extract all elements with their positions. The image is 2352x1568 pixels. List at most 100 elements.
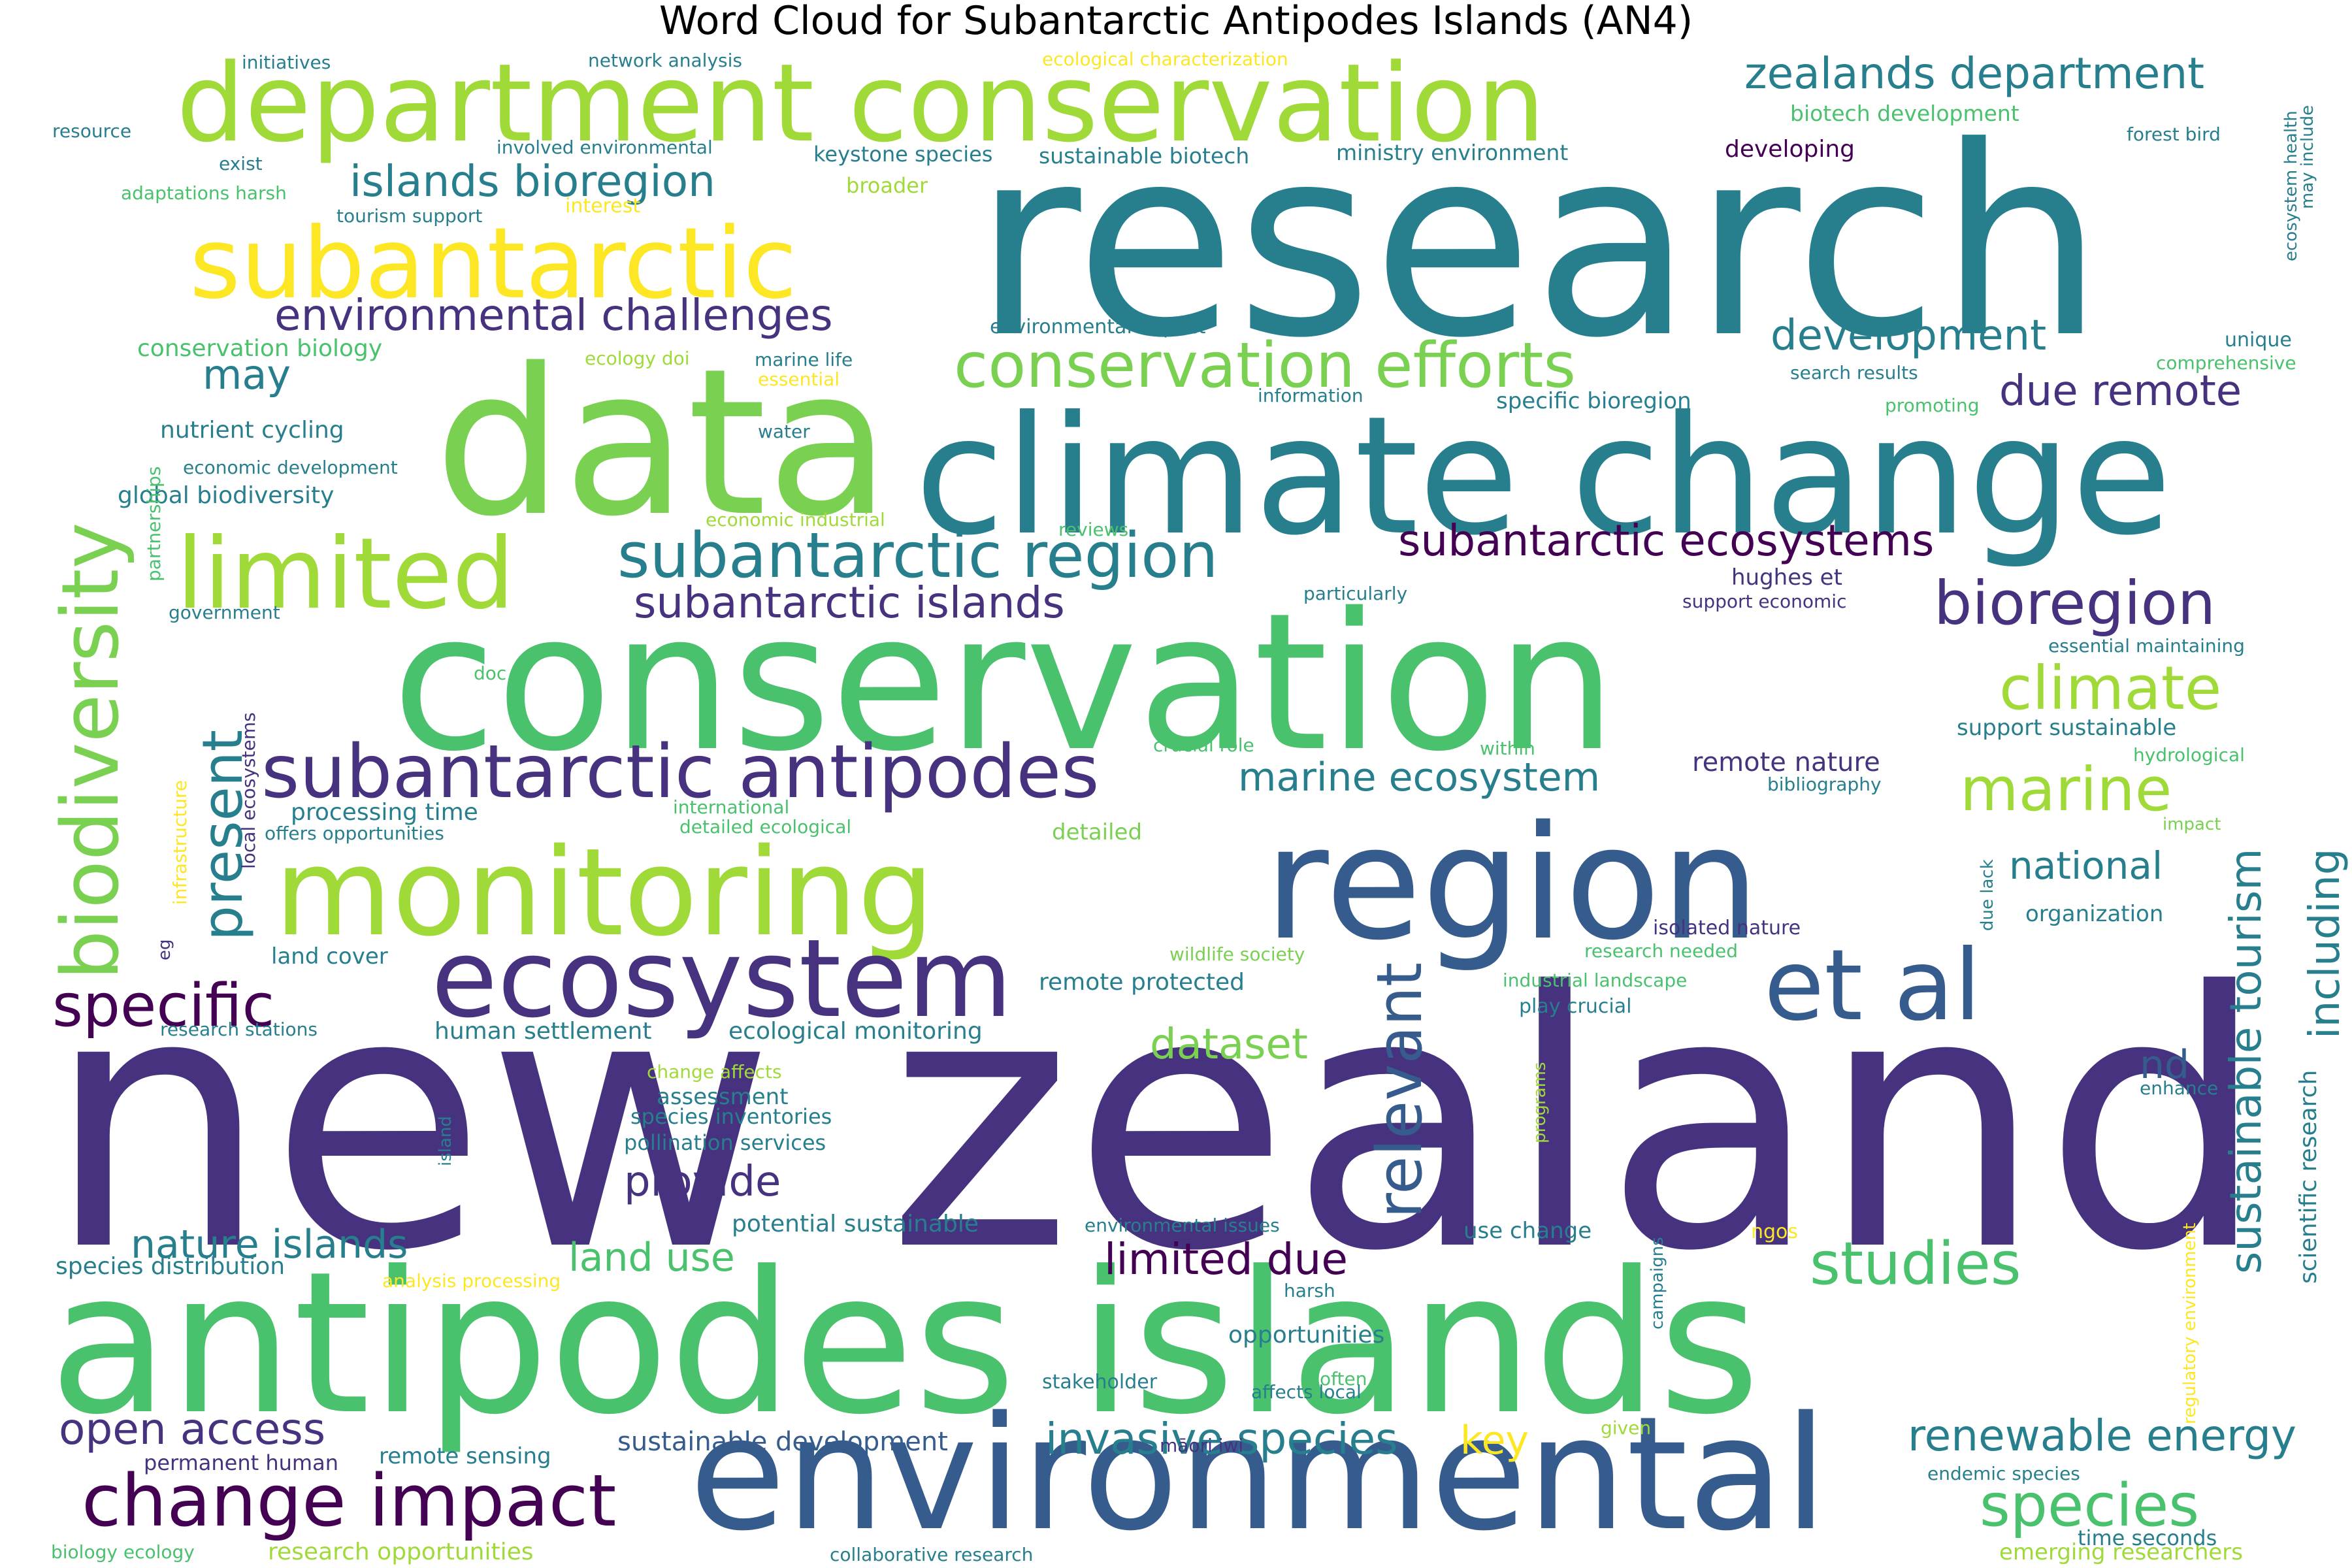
- word-environmental-impact: environmental impact: [990, 316, 1206, 338]
- word-land-cover: land cover: [271, 943, 388, 970]
- word-specific: specific: [52, 972, 274, 1040]
- word-processing-time: processing time: [291, 799, 478, 826]
- word-subantarctic: subantarctic: [189, 207, 797, 321]
- word-information: information: [1258, 385, 1364, 406]
- word-international: international: [673, 796, 789, 818]
- word-key: key: [1460, 1418, 1529, 1463]
- word-campaigns: campaigns: [1648, 1237, 1667, 1330]
- word-bioregion: bioregion: [1934, 568, 2215, 638]
- word-eg: eg: [155, 939, 174, 961]
- word-sustainable-biotech: sustainable biotech: [1039, 143, 1249, 169]
- word-within: within: [1480, 738, 1535, 759]
- word-change-affects: change affects: [647, 1061, 782, 1083]
- word-subantarctic-antipodes: subantarctic antipodes: [261, 730, 1100, 815]
- word-adaptations-harsh: adaptations harsh: [121, 182, 287, 204]
- word-interest: interest: [565, 195, 640, 218]
- word-due-lack: due lack: [1978, 859, 1997, 931]
- word-ministry-environment: ministry environment: [1336, 140, 1568, 165]
- word-research: research: [973, 91, 2104, 395]
- word-environmental: environmental: [689, 1382, 1827, 1565]
- word-impact: impact: [2163, 815, 2221, 834]
- word-infrastructure: infrastructure: [169, 780, 191, 905]
- word-search-results: search results: [1790, 362, 1918, 384]
- word-conservation: conservation: [392, 573, 1616, 793]
- word-crucial-role: crucial role: [1153, 734, 1254, 756]
- word-invasive-species: invasive species: [1045, 1414, 1398, 1464]
- word-involved-environmental: involved environmental: [497, 137, 713, 158]
- word-hughes-et: hughes et: [1731, 564, 1842, 591]
- word-subantarctic-ecosystems: subantarctic ecosystems: [1398, 515, 1934, 566]
- word-conservation-biology: conservation biology: [137, 335, 382, 362]
- word-zealands-department: zealands department: [1744, 48, 2204, 99]
- word-land-use: land use: [568, 1235, 735, 1281]
- word-stakeholder: stakeholder: [1042, 1371, 1158, 1394]
- word-scientific-research: scientific research: [2295, 1070, 2322, 1284]
- word-regulatory-environment: regulatory environment: [2180, 1223, 2200, 1424]
- word-limited-due: limited due: [1104, 1234, 1348, 1284]
- word-organization: organization: [2025, 901, 2163, 927]
- word-sustainable-development: sustainable development: [617, 1427, 948, 1457]
- word-hydrological: hydrological: [2133, 744, 2245, 766]
- word-developing: developing: [1725, 136, 1855, 163]
- word-biology-ecology: biology ecology: [51, 1541, 195, 1563]
- word-data: data: [434, 325, 890, 561]
- word-promoting: promoting: [1885, 395, 1979, 416]
- word-monitoring: monitoring: [274, 822, 934, 963]
- word-collaborative-research: collaborative research: [830, 1544, 1033, 1565]
- word-development: development: [1771, 312, 2046, 360]
- word-keystone-species: keystone species: [813, 142, 992, 167]
- word-tourism-support: tourism support: [336, 205, 482, 227]
- word-species: species: [1980, 1471, 2199, 1540]
- word-doc: doc: [474, 662, 506, 684]
- word-nutrient-cycling: nutrient cycling: [160, 417, 344, 444]
- word-pollination-services: pollination services: [624, 1130, 826, 1155]
- word-ecology-doi: ecology doi: [585, 348, 690, 369]
- word-ngos: ngos: [1751, 1220, 1798, 1243]
- word-biotech-development: biotech development: [1790, 101, 2019, 126]
- word-department-conservation: department conservation: [176, 41, 1545, 166]
- word-programs: programs: [1530, 1062, 1550, 1143]
- word-use-change: use change: [1463, 1218, 1592, 1244]
- word-affects-local: affects local: [1251, 1381, 1362, 1403]
- word-reviews: reviews: [1058, 519, 1128, 540]
- word-isolated-nature: isolated nature: [1653, 917, 1801, 939]
- word-play-crucial: play crucial: [1519, 995, 1631, 1018]
- word-forest-bird: forest bird: [2127, 123, 2221, 145]
- word-island: island: [436, 1116, 455, 1166]
- word-remote-sensing: remote sensing: [379, 1443, 551, 1469]
- word-essential-maintaining: essential maintaining: [2048, 635, 2245, 657]
- word-environmental-challenges: environmental challenges: [274, 290, 833, 340]
- word-specific-bioregion: specific bioregion: [1496, 388, 1691, 414]
- word-wildlife-society: wildlife society: [1169, 943, 1305, 965]
- word-including: including: [2301, 849, 2349, 1039]
- word-harsh: harsh: [1284, 1280, 1335, 1301]
- word-research-stations: research stations: [160, 1019, 318, 1040]
- word-sustainable-tourism: sustainable tourism: [2221, 848, 2271, 1274]
- word-ecological-characterization: ecological characterization: [1042, 48, 1288, 70]
- word-opportunities: opportunities: [1228, 1322, 1384, 1348]
- word-studies: studies: [1810, 1230, 2021, 1298]
- word-climate: climate: [1999, 653, 2221, 723]
- word-given: given: [1601, 1417, 1651, 1439]
- word-dataset: dataset: [1150, 1021, 1308, 1069]
- word-enhance: enhance: [2140, 1077, 2218, 1099]
- word-potential-sustainable: potential sustainable: [732, 1211, 979, 1237]
- word-local-ecosystems: local ecosystems: [238, 712, 259, 869]
- word-global-biodiversity: global biodiversity: [118, 482, 334, 509]
- word-maori-iwi: māori iwi: [1160, 1435, 1243, 1456]
- word-may: may: [203, 351, 291, 399]
- word-resource: resource: [52, 120, 131, 142]
- word-renewable-energy: renewable energy: [1908, 1411, 2296, 1461]
- word-climate-change: climate change: [915, 381, 2172, 571]
- word-comprehensive: comprehensive: [2156, 352, 2296, 374]
- word-remote-protected: remote protected: [1039, 969, 1245, 996]
- word-permanent-human: permanent human: [144, 1450, 338, 1475]
- word-government: government: [169, 602, 280, 623]
- word-industrial-landscape: industrial landscape: [1503, 970, 1687, 991]
- word-due-remote: due remote: [1999, 367, 2242, 416]
- word-environmental-issues: environmental issues: [1085, 1215, 1280, 1236]
- word-support-sustainable: support sustainable: [1957, 715, 2176, 741]
- word-bibliography: bibliography: [1767, 774, 1882, 795]
- word-analysis-processing: analysis processing: [382, 1270, 561, 1292]
- word-nature-islands: nature islands: [131, 1222, 408, 1267]
